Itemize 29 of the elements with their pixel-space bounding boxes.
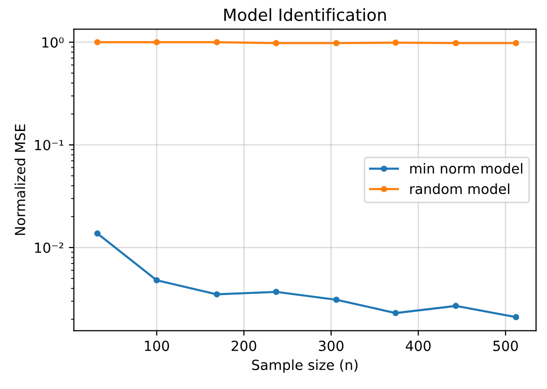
x-tick-label: 500 — [493, 340, 518, 352]
y-axis-title: Normalized MSE — [14, 124, 26, 235]
point — [392, 310, 399, 316]
point — [214, 291, 220, 298]
x-tick-label: 100 — [144, 340, 170, 352]
y-tick-label: 10⁻² — [35, 242, 64, 254]
chart-title: Model Identification — [224, 8, 386, 22]
legend-label: random model — [410, 183, 510, 194]
x-tick-label: 200 — [232, 340, 256, 352]
legend-label: min norm model — [410, 163, 522, 174]
point — [273, 288, 280, 295]
x-tick-label: 300 — [318, 340, 344, 352]
y-tick-label: 10⁰ — [42, 37, 64, 48]
point — [273, 40, 280, 46]
point — [333, 40, 340, 46]
point — [452, 302, 459, 310]
x-axis-title: Sample size (n) — [252, 359, 358, 373]
point — [94, 230, 101, 237]
point — [512, 314, 520, 320]
x-tick-label: 400 — [406, 340, 431, 352]
point — [154, 277, 160, 284]
point — [214, 39, 220, 46]
point — [452, 40, 459, 46]
point — [333, 296, 340, 303]
point — [392, 40, 399, 46]
point — [94, 39, 101, 46]
point — [512, 40, 520, 46]
point — [154, 39, 160, 46]
y-tick-label: 10⁻¹ — [35, 140, 64, 150]
